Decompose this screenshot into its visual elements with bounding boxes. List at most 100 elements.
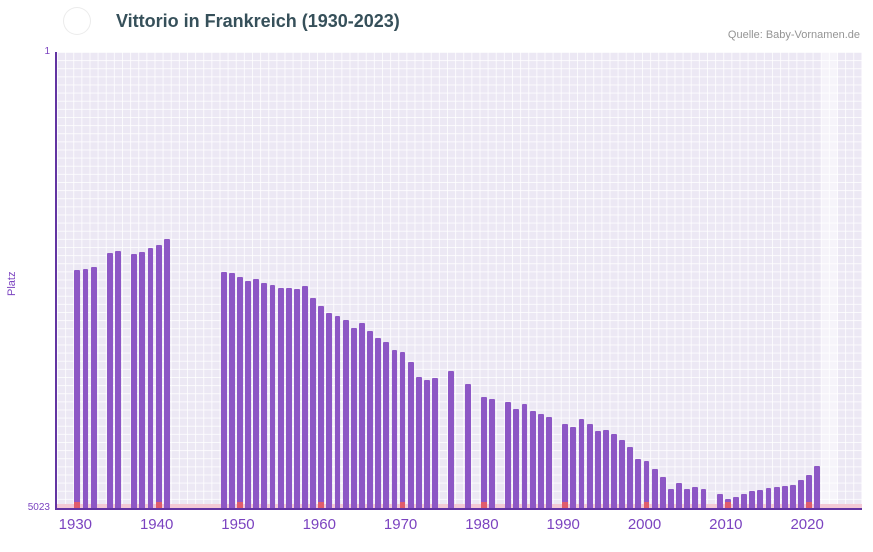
bar-2015[interactable] bbox=[765, 487, 772, 508]
bar-1958[interactable] bbox=[302, 286, 308, 508]
bar-1967[interactable] bbox=[375, 337, 382, 508]
flag-stripe-red bbox=[81, 8, 90, 34]
bar-1984[interactable] bbox=[513, 408, 520, 508]
bar-1961[interactable] bbox=[326, 313, 333, 508]
bar-1959[interactable] bbox=[310, 297, 317, 508]
bar-1969[interactable] bbox=[391, 349, 398, 508]
y-axis-bottom-label: 5023 bbox=[27, 502, 50, 513]
bar-1996[interactable] bbox=[611, 434, 617, 508]
bar-1954[interactable] bbox=[269, 285, 276, 508]
bar-1950[interactable] bbox=[237, 277, 243, 508]
page-title: Vittorio in Frankreich (1930-2023) bbox=[116, 11, 400, 31]
france-flag-icon bbox=[64, 8, 90, 34]
bar-2014[interactable] bbox=[757, 489, 764, 508]
bar-1992[interactable] bbox=[578, 418, 585, 508]
bar-1974[interactable] bbox=[432, 377, 439, 508]
source-link[interactable]: Quelle: Baby-Vornamen.de bbox=[727, 29, 860, 41]
bar-1987[interactable] bbox=[537, 414, 544, 508]
bar-1978[interactable] bbox=[464, 384, 471, 508]
x-tick-label-2010: 2010 bbox=[709, 516, 743, 533]
decade-tick-2020 bbox=[806, 502, 813, 508]
bar-2013[interactable] bbox=[749, 491, 756, 508]
bar-1985[interactable] bbox=[521, 404, 528, 508]
missing-data-strip bbox=[57, 504, 862, 508]
bar-1930[interactable] bbox=[74, 269, 81, 508]
x-tick-label-2000: 2000 bbox=[627, 516, 662, 533]
decade-tick-2000 bbox=[643, 502, 650, 508]
bar-2000[interactable] bbox=[643, 460, 650, 508]
bar-1986[interactable] bbox=[529, 411, 536, 508]
x-tick-label-2020: 2020 bbox=[790, 516, 824, 533]
bar-2011[interactable] bbox=[733, 496, 739, 508]
bar-2016[interactable] bbox=[773, 486, 780, 508]
bar-1994[interactable] bbox=[594, 431, 601, 508]
bar-2009[interactable] bbox=[716, 494, 723, 508]
bar-1937[interactable] bbox=[131, 254, 138, 508]
bar-1931[interactable] bbox=[82, 268, 89, 508]
bar-1938[interactable] bbox=[139, 251, 146, 508]
x-tick-label-1990: 1990 bbox=[546, 516, 580, 533]
bar-1932[interactable] bbox=[90, 267, 97, 508]
x-tick-label-1940: 1940 bbox=[139, 516, 174, 533]
x-axis-labels: 1930 1940 1950 1960 1970 1980 1990 2000 2010 2020 bbox=[55, 516, 862, 540]
decade-tick-1960 bbox=[318, 502, 325, 508]
bar-1956[interactable] bbox=[285, 288, 292, 508]
bar-1988[interactable] bbox=[546, 416, 552, 508]
bar-1971[interactable] bbox=[407, 362, 414, 508]
bar-1993[interactable] bbox=[586, 424, 593, 508]
bar-2006[interactable] bbox=[692, 486, 699, 508]
bar-2005[interactable] bbox=[684, 488, 691, 508]
decade-tick-1940 bbox=[155, 502, 162, 508]
bar-1968[interactable] bbox=[383, 342, 390, 508]
bar-1981[interactable] bbox=[489, 398, 495, 508]
bar-2017[interactable] bbox=[781, 485, 788, 508]
bar-2007[interactable] bbox=[700, 488, 707, 508]
bar-1980[interactable] bbox=[480, 396, 487, 508]
bar-1997[interactable] bbox=[619, 439, 626, 508]
bar-1957[interactable] bbox=[293, 288, 300, 508]
bar-2004[interactable] bbox=[676, 483, 682, 508]
bar-2003[interactable] bbox=[667, 488, 674, 508]
bar-2018[interactable] bbox=[789, 485, 796, 508]
bar-1935[interactable] bbox=[115, 250, 121, 508]
bar-1999[interactable] bbox=[635, 458, 642, 508]
bar-1995[interactable] bbox=[602, 429, 609, 508]
bar-2012[interactable] bbox=[741, 494, 747, 508]
bar-1934[interactable] bbox=[106, 252, 113, 508]
bar-1940[interactable] bbox=[155, 245, 162, 508]
decade-tick-1980 bbox=[480, 502, 487, 508]
bar-1998[interactable] bbox=[627, 446, 634, 508]
flag-stripe-blue bbox=[64, 8, 73, 34]
bar-2019[interactable] bbox=[798, 479, 804, 508]
bar-1953[interactable] bbox=[261, 283, 268, 508]
bar-1948[interactable] bbox=[220, 271, 227, 508]
bar-1962[interactable] bbox=[334, 316, 341, 508]
x-tick-label-1970: 1970 bbox=[383, 516, 418, 533]
bar-1960[interactable] bbox=[318, 306, 325, 508]
bar-1991[interactable] bbox=[570, 426, 577, 508]
bar-1990[interactable] bbox=[562, 424, 569, 508]
bar-1983[interactable] bbox=[505, 401, 512, 508]
bar-2001[interactable] bbox=[651, 468, 658, 508]
bar-1972[interactable] bbox=[415, 376, 422, 508]
bar-1976[interactable] bbox=[448, 370, 455, 508]
bar-1955[interactable] bbox=[277, 288, 284, 508]
flag-stripe-white bbox=[73, 8, 82, 34]
bar-1939[interactable] bbox=[147, 248, 154, 508]
decade-tick-1930 bbox=[74, 502, 81, 508]
bar-2020[interactable] bbox=[806, 475, 813, 508]
x-tick-label-1960: 1960 bbox=[302, 516, 336, 533]
bar-2021[interactable] bbox=[814, 465, 821, 508]
bar-1966[interactable] bbox=[367, 330, 373, 508]
bar-1949[interactable] bbox=[228, 273, 235, 508]
bar-1964[interactable] bbox=[350, 327, 357, 508]
bar-1941[interactable] bbox=[163, 238, 170, 508]
bar-1973[interactable] bbox=[424, 379, 430, 508]
bar-1970[interactable] bbox=[399, 352, 406, 508]
bar-1965[interactable] bbox=[358, 323, 365, 508]
bar-1952[interactable] bbox=[253, 278, 260, 508]
bar-1951[interactable] bbox=[245, 280, 251, 508]
bar-1963[interactable] bbox=[342, 319, 349, 508]
bar-2002[interactable] bbox=[659, 476, 666, 508]
